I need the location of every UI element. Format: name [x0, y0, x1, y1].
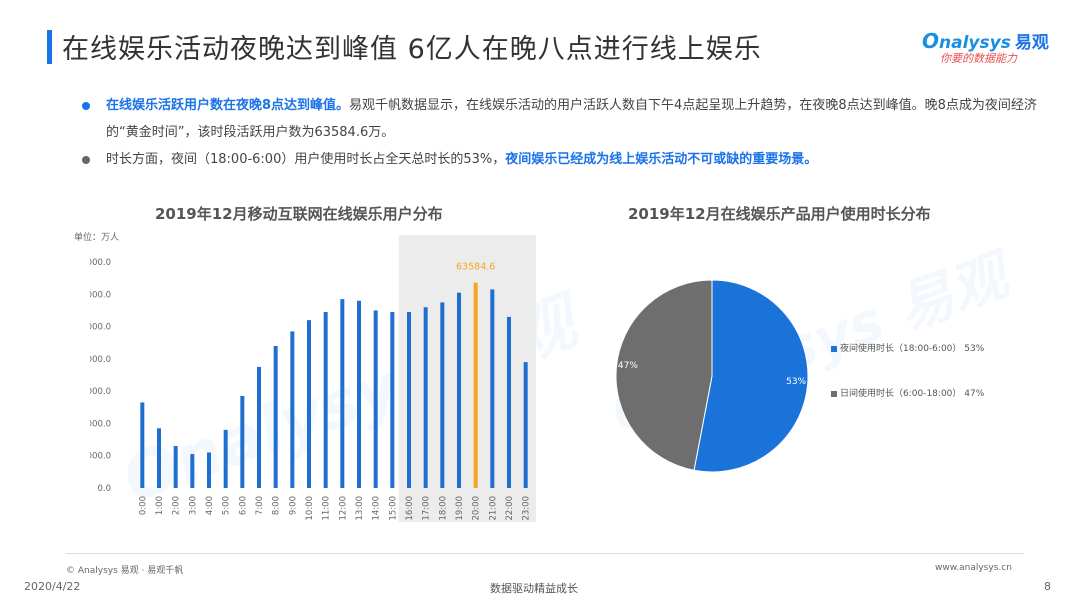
bullet-text: 易观千帆数据显示，在线娱乐活动的用户活跃人数自下午4点起呈现上升趋势，在夜晚8点… — [106, 98, 1037, 140]
x-tick-label: 0:00 — [138, 496, 148, 515]
bar — [240, 395, 245, 488]
y-tick-label: 50000.0 — [90, 323, 111, 333]
bullet-item-1: 在线娱乐活跃用户数在夜晚8点达到峰值。易观千帆数据显示，在线娱乐活动的用户活跃人… — [78, 92, 1038, 146]
bar-peak — [473, 282, 478, 488]
bar — [257, 366, 261, 488]
pie-slice-label: 53% — [786, 377, 806, 387]
x-tick-label: 20:00 — [472, 496, 482, 521]
bar — [323, 312, 328, 488]
footer-site: www.analysys.cn — [935, 563, 1012, 573]
bar-chart: 0.0 10000.0 20000.0 30000.0 40000.0 50000.0 60… — [90, 235, 536, 522]
title-accent-bar — [47, 30, 52, 64]
legend-swatch — [831, 345, 837, 352]
bullet-item-2: 时长方面，夜间（18:00-6:00）用户使用时长占全天总时长的53%，夜间娱乐… — [78, 146, 1038, 173]
bar-chart-title: 2019年12月移动互联网在线娱乐用户分布 — [155, 205, 443, 223]
bar — [457, 292, 461, 488]
pie-slice-label: 47% — [618, 361, 638, 371]
bullet-dot — [82, 156, 90, 164]
bar — [373, 310, 378, 488]
bar — [490, 289, 495, 488]
x-tick-label: 21:00 — [488, 496, 498, 521]
legend-label: 夜间使用时长（18:00-6:00） 53% — [840, 344, 985, 354]
pie-slice — [693, 279, 809, 473]
highlight-band — [398, 235, 536, 522]
x-tick-label: 2:00 — [172, 496, 182, 515]
x-tick-label: 12:00 — [338, 496, 348, 521]
x-tick-label: 6:00 — [238, 496, 248, 515]
bullet-highlight: 在线娱乐活跃用户数在夜晚8点达到峰值。 — [106, 98, 350, 113]
x-tick-label: 15:00 — [388, 496, 398, 521]
pie-legend-night: 夜间使用时长（18:00-6:00） 53% — [831, 341, 984, 354]
x-tick-label: 4:00 — [205, 496, 215, 515]
bar — [273, 345, 278, 488]
footer-divider — [66, 553, 1024, 554]
x-tick-label: 14:00 — [372, 496, 382, 521]
x-tick-label: 1:00 — [155, 496, 165, 515]
bar — [140, 402, 145, 488]
page-number: 8 — [1044, 580, 1051, 593]
bullet-text: 时长方面，夜间（18:00-6:00）用户使用时长占全天总时长的53%， — [106, 152, 506, 167]
logo-text: nalysys — [939, 33, 1011, 53]
bar — [390, 312, 395, 488]
peak-value-label: 63584.6 — [456, 262, 495, 273]
bar — [290, 331, 295, 488]
x-tick-label: 22:00 — [505, 496, 515, 521]
pie-chart-title: 2019年12月在线娱乐产品用户使用时长分布 — [628, 205, 931, 223]
bullet-list: 在线娱乐活跃用户数在夜晚8点达到峰值。易观千帆数据显示，在线娱乐活动的用户活跃人… — [78, 92, 1038, 173]
bar — [523, 362, 528, 488]
pie-chart: 53% 47% — [615, 279, 809, 473]
x-tick-label: 7:00 — [255, 496, 265, 515]
x-tick-label: 11:00 — [322, 496, 332, 521]
footer-slogan: 数据驱动精益成长 — [490, 582, 578, 595]
x-tick-label: 19:00 — [455, 496, 465, 521]
y-tick-label: 10000.0 — [90, 452, 111, 462]
x-tick-label: 23:00 — [522, 496, 532, 521]
bar — [207, 452, 211, 488]
y-tick-label: 60000.0 — [90, 290, 111, 300]
x-tick-label: 17:00 — [422, 496, 432, 521]
bar — [307, 320, 311, 488]
pie-legend-day: 日间使用时长（6:00-18:00） 47% — [831, 386, 984, 399]
y-tick-label: 20000.0 — [90, 419, 111, 429]
x-tick-label: 8:00 — [272, 496, 282, 515]
legend-label: 日间使用时长（6:00-18:00） 47% — [840, 389, 985, 399]
logo-cn: 易观 — [1014, 33, 1049, 53]
bar — [440, 302, 445, 488]
x-tick-label: 5:00 — [222, 496, 232, 515]
bar — [157, 428, 161, 488]
x-tick-label: 3:00 — [188, 496, 198, 515]
page-title: 在线娱乐活动夜晚达到峰值 6亿人在晚八点进行线上娱乐 — [62, 34, 762, 65]
bullet-highlight: 夜间娱乐已经成为线上娱乐活动不可或缺的重要场景。 — [505, 152, 818, 167]
logo-slogan: 你要的数据能力 — [940, 52, 1017, 65]
bar — [190, 454, 195, 488]
bar — [340, 299, 345, 488]
legend-swatch — [831, 390, 837, 397]
y-tick-label: 30000.0 — [90, 387, 111, 397]
footer-date: 2020/4/22 — [24, 580, 81, 593]
bar — [173, 446, 178, 488]
analysys-logo: Onalysys 易观 你要的数据能力 — [922, 29, 1049, 65]
bullet-dot — [82, 102, 90, 110]
bar-chart-unit: 单位：万人 — [74, 233, 120, 243]
bar — [407, 312, 411, 488]
bar — [357, 300, 361, 488]
x-tick-label: 13:00 — [355, 496, 365, 521]
x-tick-label: 9:00 — [288, 496, 298, 515]
bar — [223, 429, 228, 488]
bar — [423, 307, 428, 488]
x-tick-label: 16:00 — [405, 496, 415, 521]
x-tick-label: 18:00 — [438, 496, 448, 521]
bar — [507, 316, 511, 488]
y-tick-label: 70000.0 — [90, 258, 111, 268]
footer-copyright: © Analysys 易观 · 易观千帆 — [66, 566, 184, 576]
pie-slice — [615, 279, 713, 471]
y-tick-label: 0.0 — [97, 484, 111, 494]
x-tick-label: 10:00 — [305, 496, 315, 521]
y-tick-label: 40000.0 — [90, 355, 111, 365]
